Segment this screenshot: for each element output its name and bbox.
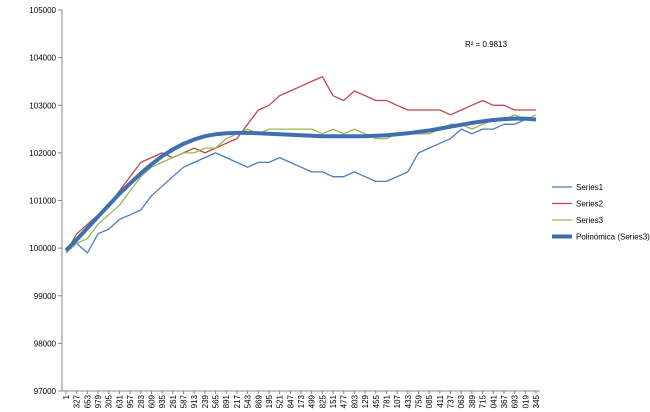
x-tick-label: 1 [62,394,71,399]
x-tick-label: 367 [500,394,509,408]
x-tick-label: 565 [212,394,221,408]
x-tick-label: 063 [457,394,466,408]
x-tick-label: 653 [83,394,92,408]
series-line [65,76,536,254]
x-tick-label: 477 [340,394,349,408]
x-tick-label: 499 [308,394,317,408]
x-tick-label: 019 [521,394,530,408]
legend-label: Series1 [576,183,604,192]
x-tick-label: 085 [425,394,434,408]
legend-label: Series2 [576,200,604,209]
y-tick-label: 99000 [34,292,57,301]
x-tick-label: 305 [105,394,114,408]
series-line [65,118,536,254]
y-tick-label: 97000 [34,387,57,396]
y-tick-label: 101000 [29,197,56,206]
y-tick-label: 105000 [29,6,56,15]
x-tick-label: 411 [436,394,445,407]
x-tick-label: 781 [382,394,391,408]
x-tick-label: 759 [415,394,424,408]
x-tick-label: 433 [404,394,413,408]
x-tick-label: 261 [169,394,178,408]
x-tick-label: 587 [180,394,189,408]
x-tick-label: 217 [233,394,242,408]
y-tick-label: 102000 [29,149,56,158]
x-tick-label: 957 [126,394,135,408]
x-tick-label: 825 [318,394,327,408]
series-line [64,116,537,252]
x-tick-label: 693 [511,394,520,408]
legend-label: Series3 [576,216,604,225]
y-tick-label: 104000 [29,54,56,63]
x-tick-label: 151 [329,394,338,408]
x-tick-label: 173 [297,394,306,408]
y-tick-label: 98000 [34,339,57,348]
x-tick-label: 345 [532,394,541,408]
x-tick-label: 609 [147,394,156,408]
x-tick-label: 891 [222,394,231,408]
x-tick-label: 195 [265,394,274,408]
x-tick-label: 869 [254,394,263,408]
y-tick-label: 103000 [29,101,56,110]
x-tick-label: 737 [447,394,456,408]
x-tick-label: 327 [73,394,82,408]
x-tick-label: 847 [286,394,295,408]
annotation: R² = 0.9813 [465,40,508,49]
x-tick-label: 239 [201,394,210,408]
x-tick-label: 803 [350,394,359,408]
x-tick-label: 715 [479,394,488,408]
x-tick-label: 913 [190,394,199,408]
x-tick-label: 543 [244,394,253,408]
x-tick-label: 455 [372,394,381,408]
x-tick-label: 129 [361,394,370,408]
x-tick-label: 935 [158,394,167,408]
x-tick-label: 979 [94,394,103,408]
x-tick-label: 389 [468,394,477,408]
y-tick-label: 100000 [29,244,56,253]
x-tick-label: 283 [137,394,146,408]
legend-label: Polinómica (Series3) [576,233,650,242]
x-tick-label: 041 [489,394,498,408]
x-tick-label: 107 [393,394,402,408]
x-tick-label: 521 [276,394,285,408]
x-tick-label: 631 [115,394,124,408]
